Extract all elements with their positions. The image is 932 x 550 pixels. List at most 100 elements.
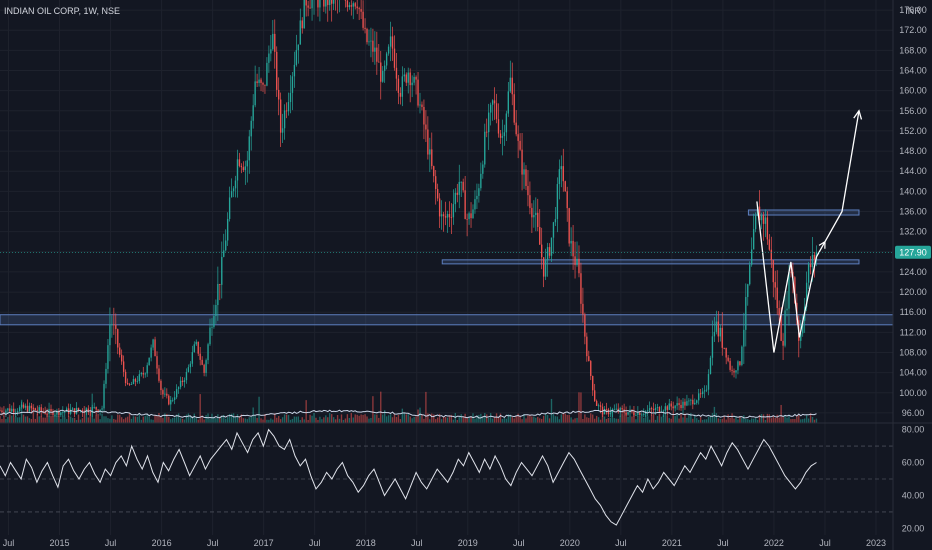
volume-bar — [798, 415, 800, 423]
candle-body — [639, 412, 641, 415]
volume-bar — [731, 413, 733, 423]
candle-body — [805, 282, 808, 307]
candle-body — [278, 89, 280, 100]
volume-bar — [122, 419, 125, 423]
arrow-head — [853, 109, 863, 120]
volume-bar — [645, 414, 647, 423]
volume-bar — [699, 416, 702, 423]
candle-body — [715, 321, 718, 332]
volume-bar — [813, 419, 816, 423]
candle-body — [489, 104, 492, 113]
candle-body — [283, 110, 286, 129]
candle-body — [696, 400, 698, 403]
volume-bar — [340, 414, 343, 423]
volume-bar — [179, 418, 182, 423]
candle-body — [242, 167, 245, 171]
candle-body — [646, 410, 649, 412]
candle-body — [32, 408, 35, 410]
volume-bar — [619, 415, 621, 423]
volume-bar — [172, 417, 174, 423]
candle-body — [293, 64, 296, 77]
candle-body — [635, 414, 637, 416]
candle-body — [332, 0, 335, 4]
candle-body — [199, 353, 201, 360]
volume-bar — [158, 413, 160, 423]
volume-bar — [595, 415, 598, 423]
volume-bar — [489, 413, 492, 423]
rsi-axis: 20.00 40.00 60.00 80.00 — [902, 425, 925, 534]
volume-bar — [703, 419, 706, 423]
candle-body — [442, 214, 445, 217]
volume-bar — [764, 419, 767, 423]
time-tick-label: 2023 — [866, 538, 886, 548]
price-tick-label: 144.00 — [899, 166, 927, 176]
candle-body — [389, 36, 392, 47]
candle-body — [513, 94, 515, 123]
volume-bar — [317, 419, 319, 423]
price-tick-label: 112.00 — [900, 327, 927, 337]
candle-body — [778, 308, 780, 316]
volume-bar — [737, 419, 739, 423]
candle-body — [782, 340, 784, 346]
volume-bar — [332, 417, 335, 423]
candle-body — [590, 361, 592, 377]
candle-body — [709, 357, 712, 375]
volume-bar — [283, 414, 286, 423]
volume-bar — [0, 415, 1, 423]
volume-bar — [170, 419, 172, 423]
volume-bar — [115, 419, 117, 423]
volume-bar — [491, 418, 494, 423]
candle-body — [323, 0, 325, 7]
candle-body — [802, 320, 804, 334]
candle-body — [246, 160, 248, 167]
volume-bar — [95, 415, 97, 423]
candle-body — [711, 336, 714, 358]
volume-bar — [293, 416, 296, 423]
volume-bar — [219, 416, 221, 423]
volume-bar — [3, 416, 5, 423]
volume-bar — [274, 413, 276, 423]
candle-body — [397, 78, 400, 93]
volume-bar — [71, 418, 74, 423]
candle-body — [499, 133, 502, 138]
volume-bar — [356, 414, 358, 423]
volume-bar — [5, 419, 7, 423]
candle-body — [109, 325, 111, 346]
volume-bar — [707, 416, 710, 423]
volume-bar — [739, 416, 741, 423]
candle-body — [650, 408, 653, 410]
volume-bar — [142, 416, 144, 423]
candle-body — [542, 257, 545, 277]
volume-bar — [599, 419, 602, 423]
price-tick-label: 116.00 — [900, 307, 927, 317]
volume-bar — [564, 413, 566, 423]
volume-bar — [684, 413, 686, 423]
volume-bar — [472, 413, 474, 423]
price-tick-label: 96.00 — [902, 408, 925, 418]
volume-bar — [126, 416, 129, 423]
volume-bar — [301, 417, 303, 423]
volume-bar — [807, 418, 810, 423]
volume-bar — [635, 419, 637, 423]
volume-bar — [696, 418, 698, 423]
volume-bar — [788, 415, 790, 423]
candle-body — [7, 408, 9, 411]
volume-bar — [678, 418, 680, 423]
candle-body — [678, 403, 680, 405]
candle-body — [760, 215, 763, 221]
candle-body — [800, 333, 802, 341]
volume-bar — [541, 418, 543, 423]
candle-body — [503, 132, 506, 137]
volume-bar — [456, 419, 458, 423]
volume-bar — [315, 417, 317, 423]
volume-bar — [766, 413, 769, 423]
candle-body — [360, 9, 362, 12]
candle-body — [285, 110, 288, 112]
volume-bar — [792, 418, 794, 423]
volume-bar — [234, 416, 237, 423]
candle-body — [497, 119, 500, 134]
volume-bar — [9, 414, 11, 423]
volume-bar — [629, 416, 631, 423]
volume-bar — [20, 399, 23, 423]
